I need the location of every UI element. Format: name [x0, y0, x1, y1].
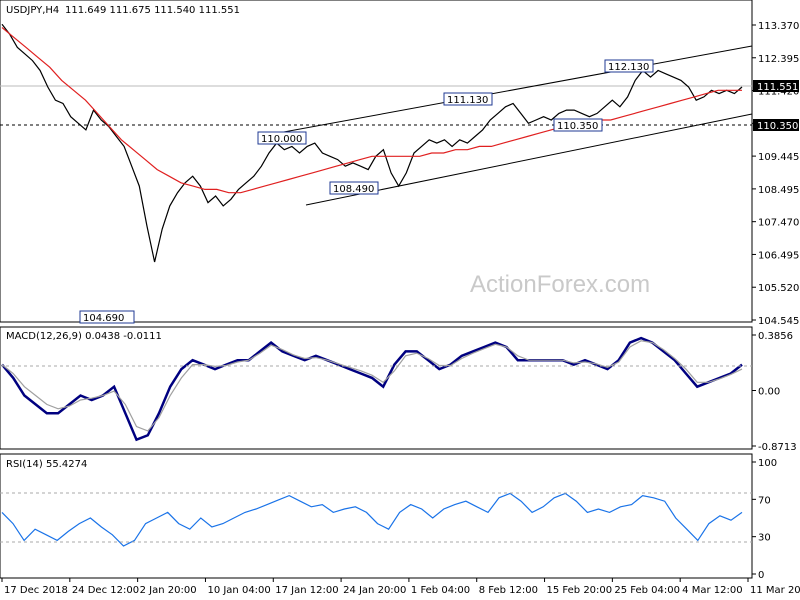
annotation-108490: 108.490 — [330, 182, 378, 195]
x-tick-label: 4 Mar 12:00 — [682, 585, 742, 596]
svg-text:111.130: 111.130 — [447, 95, 488, 106]
x-tick-label: 8 Feb 12:00 — [479, 585, 538, 596]
y-tick-label: -0.8713 — [758, 442, 797, 453]
rsi-title: RSI(14) 55.4274 — [6, 459, 87, 470]
annotation-110350: 110.350 — [554, 119, 602, 132]
x-tick-label: 17 Dec 2018 — [4, 585, 68, 596]
watermark: ActionForex.com — [470, 271, 650, 298]
annotation-112130: 112.130 — [605, 60, 653, 73]
y-tick-label: 106.495 — [758, 250, 799, 261]
ohlc-readout: 111.649 111.675 111.540 111.551 — [65, 5, 240, 16]
y-tick-label: 100 — [758, 458, 777, 469]
y-tick-label: 105.520 — [758, 283, 799, 294]
svg-text:110.350: 110.350 — [557, 121, 598, 132]
support-level-label: 110.350 — [753, 119, 799, 132]
current-price-label: 111.551 — [753, 80, 799, 93]
y-tick-label: 70 — [758, 495, 771, 506]
rsi-frame — [0, 454, 752, 578]
svg-text:108.490: 108.490 — [333, 184, 374, 195]
y-tick-label: 30 — [758, 533, 771, 544]
y-tick-label: 112.395 — [758, 54, 799, 65]
svg-text:112.130: 112.130 — [608, 62, 649, 73]
x-tick-label: 11 Mar 20:00 — [750, 585, 800, 596]
x-tick-label: 15 Feb 20:00 — [547, 585, 613, 596]
x-tick-label: 24 Jan 20:00 — [343, 585, 406, 596]
macd-title: MACD(12,26,9) 0.0438 -0.0111 — [6, 331, 162, 342]
y-tick-label: 0.00 — [758, 387, 780, 398]
annotation-111130: 111.130 — [444, 93, 492, 106]
x-tick-label: 10 Jan 04:00 — [207, 585, 270, 596]
chart-title: USDJPY,H4 — [6, 5, 59, 16]
y-tick-label: 108.495 — [758, 185, 799, 196]
annotation-110000: 110.000 — [258, 132, 306, 145]
svg-text:110.000: 110.000 — [261, 134, 302, 145]
svg-text:104.690: 104.690 — [83, 313, 124, 324]
annotation-104690: 104.690 — [80, 311, 134, 324]
y-tick-label: 107.470 — [758, 218, 799, 229]
y-tick-label: 109.445 — [758, 152, 799, 163]
x-tick-label: 24 Dec 12:00 — [72, 585, 139, 596]
y-tick-label: 0 — [758, 570, 764, 581]
x-tick-label: 1 Feb 04:00 — [411, 585, 470, 596]
x-tick-label: 2 Jan 20:00 — [140, 585, 197, 596]
svg-text:111.551: 111.551 — [757, 82, 798, 93]
y-tick-label: 104.545 — [758, 316, 799, 327]
x-tick-label: 17 Jan 12:00 — [275, 585, 338, 596]
y-tick-label: 0.3856 — [758, 331, 793, 342]
svg-text:110.350: 110.350 — [757, 121, 798, 132]
x-tick-label: 25 Feb 04:00 — [614, 585, 680, 596]
y-tick-label: 113.370 — [758, 21, 799, 32]
